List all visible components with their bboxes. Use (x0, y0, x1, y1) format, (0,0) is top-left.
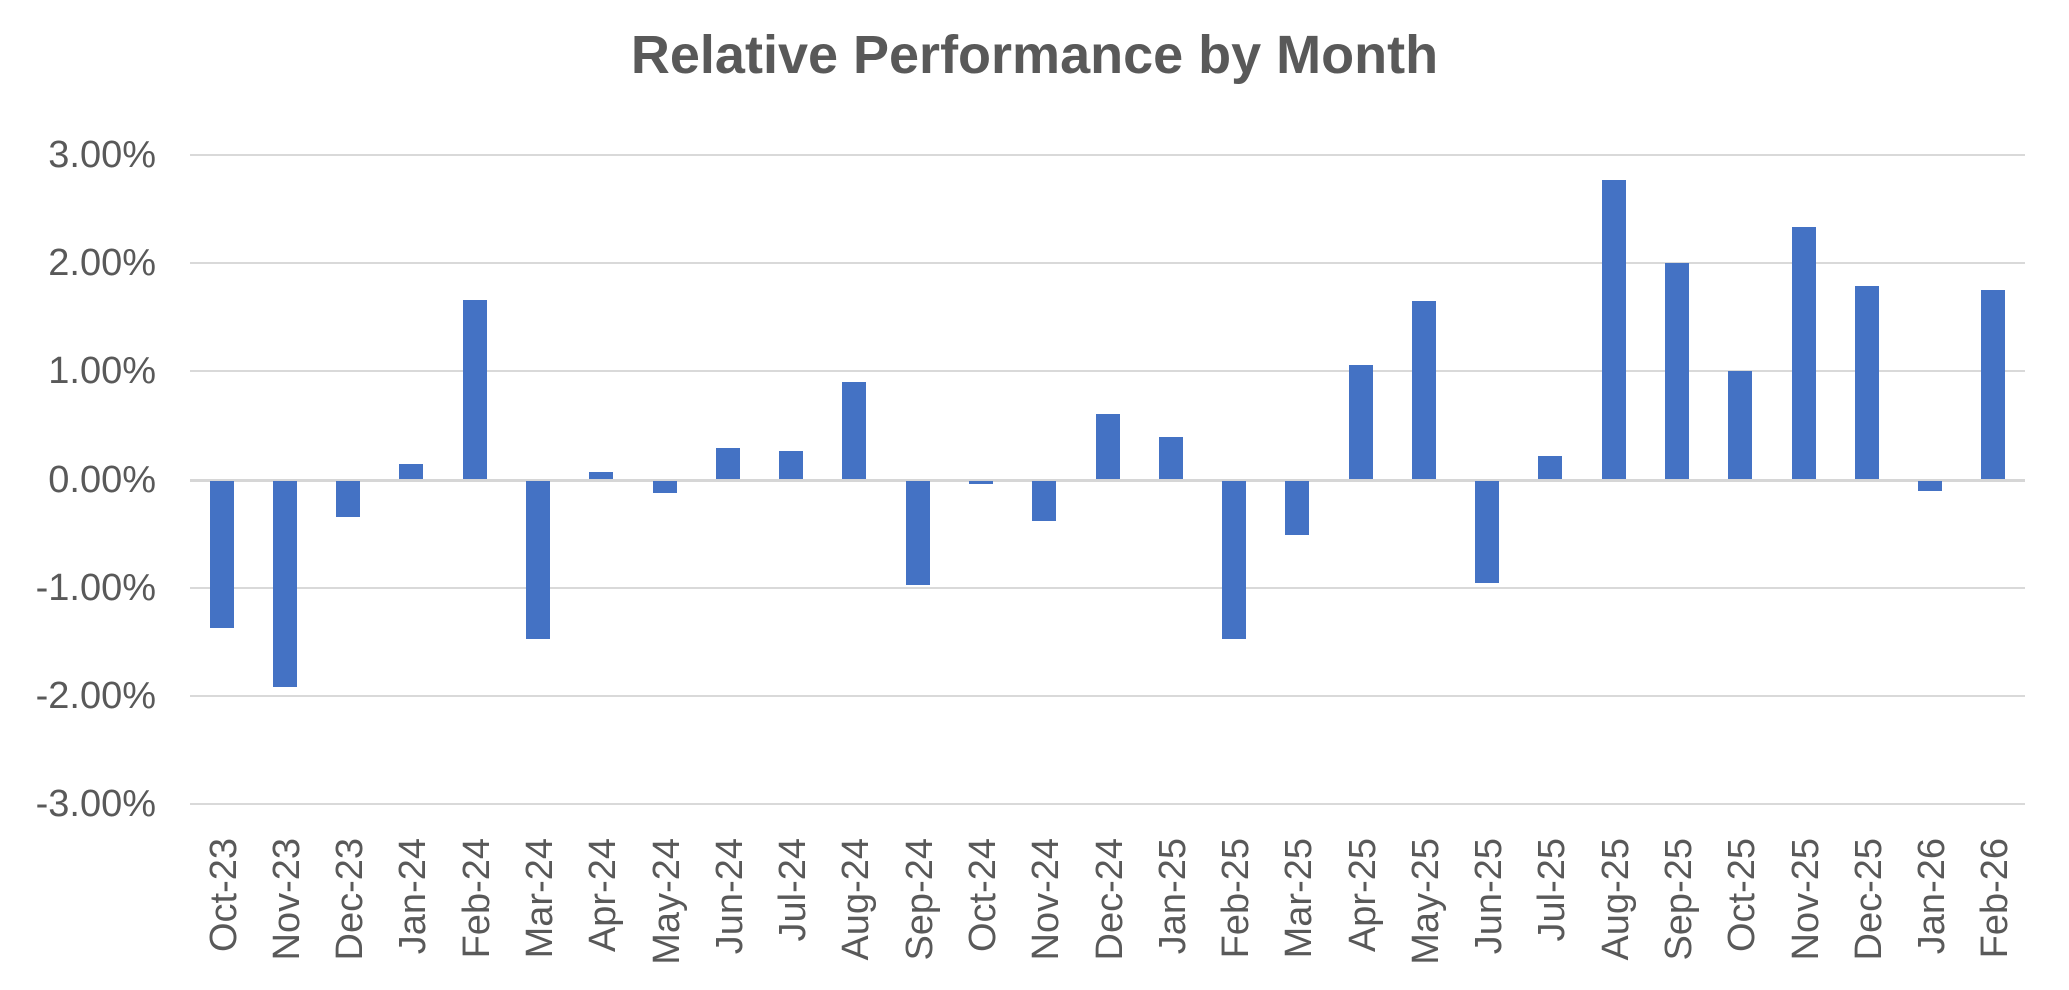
x-tick-label-Aug-24: Aug-24 (835, 838, 878, 961)
y-tick-label: 0.00% (48, 458, 156, 501)
bar-Oct-24 (968, 481, 993, 485)
bar-Jan-24 (399, 464, 424, 480)
y-tick-label: -2.00% (35, 674, 156, 717)
x-tick-label-Jun-25: Jun-25 (1468, 838, 1511, 955)
bar-Feb-25 (1222, 481, 1247, 639)
x-tick-label-Mar-24: Mar-24 (519, 838, 562, 959)
x-tick-label-Aug-25: Aug-25 (1594, 838, 1637, 961)
bar-Jul-25 (1538, 455, 1563, 480)
bar-Nov-23 (272, 481, 297, 687)
bar-May-24 (652, 481, 677, 493)
chart-title: Relative Performance by Month (630, 25, 1439, 85)
bar-May-25 (1411, 301, 1436, 480)
bar-Dec-23 (336, 481, 361, 517)
gridline-1.00% (190, 370, 2025, 373)
bar-Jun-24 (715, 448, 740, 480)
x-tick-label-Feb-25: Feb-25 (1215, 838, 1258, 959)
bar-Jul-24 (779, 451, 804, 480)
x-tick-label-Nov-23: Nov-23 (265, 838, 308, 961)
x-tick-label-Jul-25: Jul-25 (1531, 838, 1574, 942)
x-tick-label-Sep-24: Sep-24 (898, 838, 941, 961)
bar-Dec-25 (1854, 285, 1879, 480)
bar-Jun-25 (1475, 481, 1500, 583)
bar-Feb-24 (462, 299, 487, 480)
x-tick-label-Feb-24: Feb-24 (455, 838, 498, 959)
y-tick-label: 2.00% (48, 242, 156, 285)
x-tick-label-Jan-24: Jan-24 (392, 838, 435, 955)
x-tick-label-Dec-25: Dec-25 (1847, 838, 1890, 961)
x-tick-label-Sep-25: Sep-25 (1657, 838, 1700, 961)
bar-Aug-25 (1601, 179, 1626, 480)
x-tick-label-Jun-24: Jun-24 (708, 838, 751, 955)
bar-Sep-24 (905, 481, 930, 585)
bar-Apr-25 (1348, 364, 1373, 480)
bar-Oct-23 (209, 481, 234, 629)
gridline-0.00% (190, 478, 2025, 482)
x-tick-label-Oct-23: Oct-23 (202, 838, 245, 953)
bar-Oct-25 (1728, 371, 1753, 480)
x-tick-label-Nov-25: Nov-25 (1784, 838, 1827, 961)
bar-Mar-25 (1285, 481, 1310, 536)
x-tick-label-Oct-24: Oct-24 (961, 838, 1004, 953)
x-tick-label-Oct-25: Oct-25 (1721, 838, 1764, 953)
bar-Apr-24 (589, 471, 614, 480)
y-tick-label: 3.00% (48, 134, 156, 176)
bar-Jan-26 (1918, 481, 1943, 491)
x-tick-label-Apr-24: Apr-24 (582, 838, 625, 953)
bar-Nov-25 (1791, 227, 1816, 480)
gridline-2.00% (190, 262, 2025, 265)
gridline--1.00% (190, 586, 2025, 589)
plot-area (190, 154, 2025, 805)
x-tick-label-Mar-25: Mar-25 (1278, 838, 1321, 959)
x-tick-label-Dec-24: Dec-24 (1088, 838, 1131, 961)
y-tick-label: -1.00% (35, 566, 156, 609)
x-tick-label-Apr-25: Apr-25 (1341, 838, 1384, 953)
gridline--3.00% (190, 803, 2025, 805)
y-axis: 3.00% 2.00% 1.00% 0.00% -1.00% -2.00% -3.00% (0, 136, 160, 823)
bar-Aug-24 (842, 382, 867, 480)
gridline--2.00% (190, 694, 2025, 697)
x-tick-label-Jan-25: Jan-25 (1151, 838, 1194, 955)
gridline-3.00% (190, 154, 2025, 156)
bar-Mar-24 (526, 481, 551, 639)
x-tick-label-May-25: May-25 (1404, 838, 1447, 965)
x-tick-label-Nov-24: Nov-24 (1025, 838, 1068, 961)
y-tick-label: -3.00% (35, 783, 156, 825)
bar-Jan-25 (1158, 437, 1183, 480)
x-tick-label-Jul-24: Jul-24 (772, 838, 815, 942)
y-tick-label: 1.00% (48, 350, 156, 393)
x-tick-label-Dec-23: Dec-23 (329, 838, 372, 961)
bar-Sep-25 (1664, 263, 1689, 480)
bar-Nov-24 (1032, 481, 1057, 522)
x-tick-label-Feb-26: Feb-26 (1974, 838, 2017, 959)
x-axis: Oct-23 Nov-23 Dec-23 Jan-24 Feb-24 Mar-24 Apr-… (190, 830, 2025, 990)
bar-Dec-24 (1095, 413, 1120, 480)
x-tick-label-May-24: May-24 (645, 838, 688, 965)
bar-Feb-26 (1981, 290, 2006, 480)
x-tick-label-Jan-26: Jan-26 (1911, 838, 1954, 955)
